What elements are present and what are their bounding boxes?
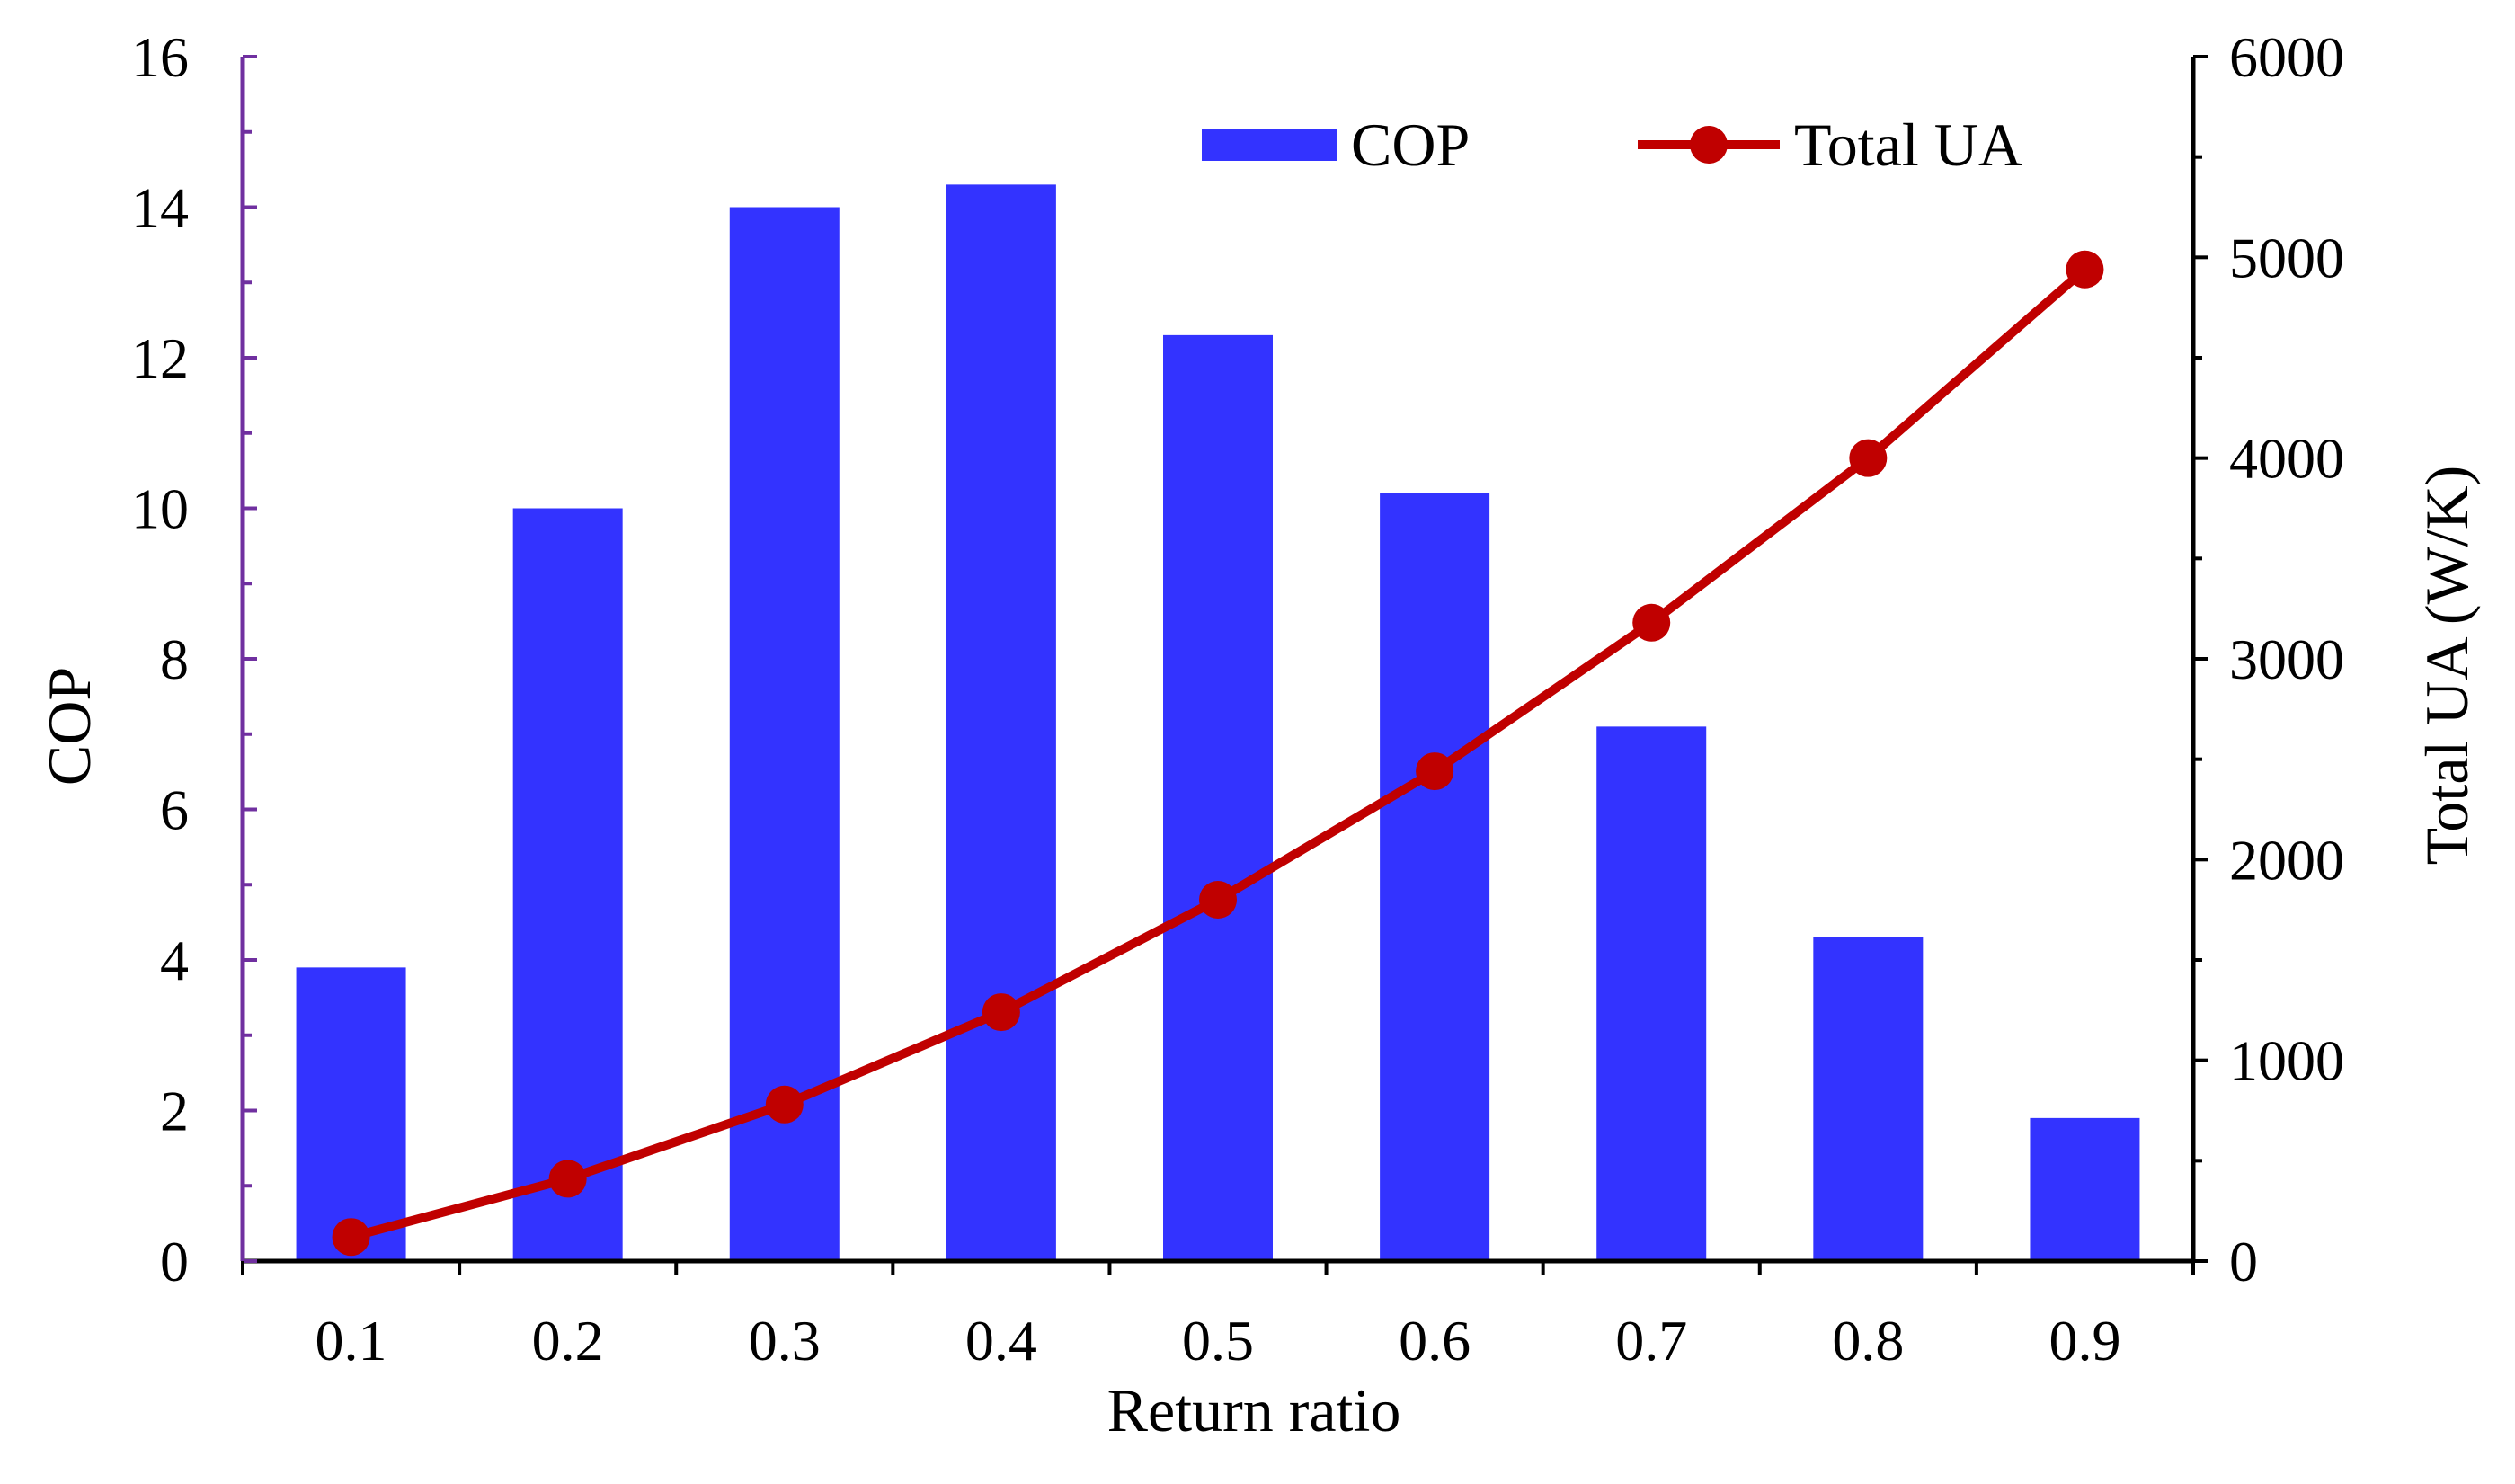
y-axis-left-label: COP xyxy=(35,667,103,786)
bar-cop-0.5 xyxy=(1163,334,1273,1261)
y-left-tick-label: 6 xyxy=(160,778,189,842)
bar-cop-0.8 xyxy=(1813,937,1924,1261)
x-tick-label: 0.7 xyxy=(1615,1309,1687,1373)
tick-labels: 0 2 4 6 8 10 12 14 16 0 1000 2000 3000 4000 5000 6000 0.… xyxy=(131,25,2344,1373)
y-left-tick-label: 10 xyxy=(131,477,189,541)
x-tick-label: 0.3 xyxy=(749,1309,821,1373)
point-total-ua-0.3 xyxy=(765,1085,804,1124)
x-axis-label: Return ratio xyxy=(1107,1376,1401,1444)
point-total-ua-0.4 xyxy=(982,993,1020,1032)
y-right-tick-label: 5000 xyxy=(2229,226,2344,289)
y-left-tick-label: 16 xyxy=(131,25,189,89)
bars-layer xyxy=(296,184,2140,1261)
y-right-tick-label: 6000 xyxy=(2229,25,2344,89)
point-total-ua-0.7 xyxy=(1632,603,1671,642)
y-right-tick-label: 4000 xyxy=(2229,427,2344,491)
y-left-tick-label: 14 xyxy=(131,176,189,240)
x-tick-label: 0.5 xyxy=(1182,1309,1254,1373)
y-left-tick-label: 4 xyxy=(160,929,189,992)
point-total-ua-0.1 xyxy=(332,1218,370,1257)
bar-cop-0.7 xyxy=(1596,726,1707,1261)
y-right-tick-label: 2000 xyxy=(2229,828,2344,892)
y-right-tick-label: 0 xyxy=(2229,1230,2258,1293)
bar-cop-0.1 xyxy=(296,967,406,1261)
legend-cop-label: COP xyxy=(1351,111,1470,179)
point-total-ua-0.8 xyxy=(1849,439,1888,477)
bar-cop-0.6 xyxy=(1380,493,1490,1261)
y-left-tick-label: 12 xyxy=(131,326,189,390)
y-right-tick-label: 1000 xyxy=(2229,1029,2344,1093)
y-left-tick-label: 0 xyxy=(160,1230,189,1293)
y-axis-right-label: Total UA (W/K) xyxy=(2413,466,2481,866)
point-total-ua-0.2 xyxy=(548,1160,587,1198)
legend: COP Total UA xyxy=(1202,111,2022,179)
bar-cop-0.9 xyxy=(2030,1117,2140,1261)
y-left-tick-label: 2 xyxy=(160,1080,189,1143)
x-tick-label: 0.1 xyxy=(315,1309,387,1373)
bar-cop-0.4 xyxy=(946,184,1056,1261)
y-right-tick-label: 3000 xyxy=(2229,627,2344,691)
legend-total-ua-label: Total UA xyxy=(1794,111,2022,179)
legend-cop-swatch xyxy=(1202,129,1337,161)
legend-total-ua-marker xyxy=(1690,126,1728,164)
point-total-ua-0.5 xyxy=(1199,881,1237,919)
y-left-tick-label: 8 xyxy=(160,627,189,691)
x-tick-label: 0.9 xyxy=(2048,1309,2120,1373)
bar-cop-0.2 xyxy=(512,508,623,1261)
x-tick-label: 0.8 xyxy=(1832,1309,1904,1373)
x-tick-label: 0.6 xyxy=(1399,1309,1471,1373)
line-layer xyxy=(332,250,2104,1257)
x-tick-label: 0.4 xyxy=(965,1309,1037,1373)
point-total-ua-0.9 xyxy=(2066,250,2104,289)
x-tick-label: 0.2 xyxy=(532,1309,604,1373)
point-total-ua-0.6 xyxy=(1416,752,1454,791)
axes-layer xyxy=(240,55,2208,1275)
